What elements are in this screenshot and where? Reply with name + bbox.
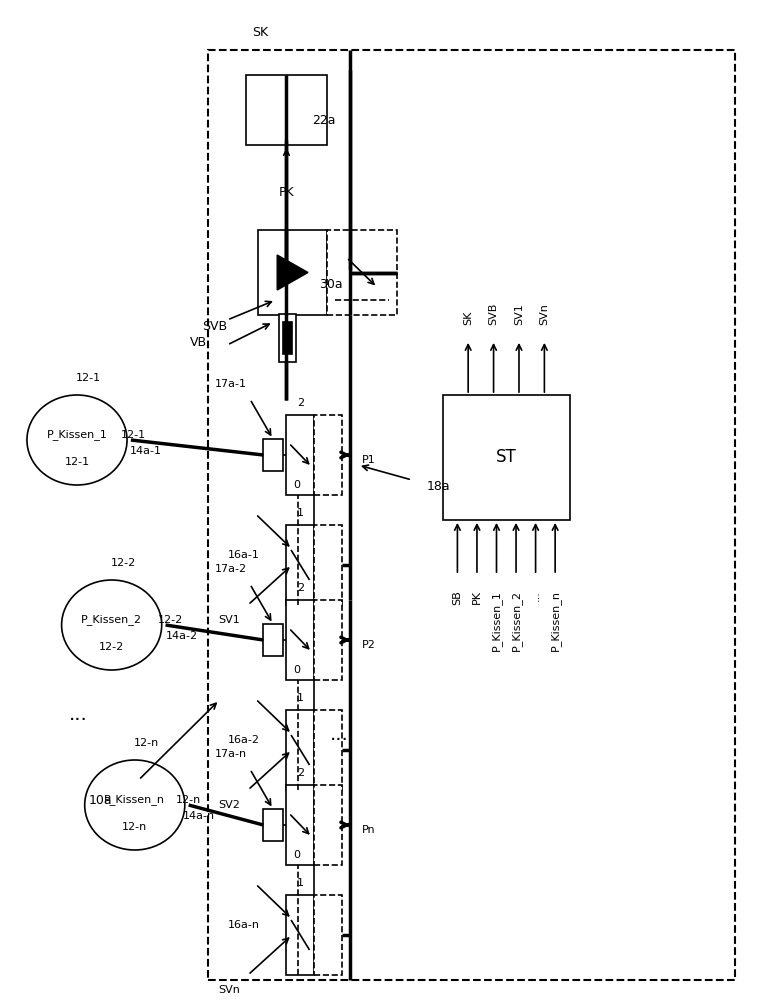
Bar (443, 395, 570, 520)
Text: 16a-1: 16a-1 (228, 550, 260, 560)
Text: 12-2: 12-2 (158, 615, 183, 625)
Text: SVB: SVB (489, 303, 498, 325)
Text: 0: 0 (285, 328, 293, 338)
Text: SK: SK (253, 25, 269, 38)
Bar (283, 322, 292, 354)
Bar (263, 624, 283, 656)
Text: SB: SB (453, 590, 463, 605)
Bar (286, 600, 314, 680)
Text: 2: 2 (296, 398, 304, 408)
Text: 16a-2: 16a-2 (228, 735, 260, 745)
Text: 12-1: 12-1 (65, 457, 89, 467)
Text: ...: ... (330, 726, 348, 744)
Bar (314, 525, 342, 605)
Text: SVB: SVB (203, 320, 228, 334)
Text: P1: P1 (362, 455, 376, 465)
Text: 14a-1: 14a-1 (129, 446, 162, 456)
Text: SV1: SV1 (218, 615, 239, 625)
Text: 12-n: 12-n (122, 822, 147, 832)
Text: 2: 2 (296, 583, 304, 593)
Polygon shape (277, 255, 308, 290)
Bar (314, 415, 342, 495)
Text: 1: 1 (296, 508, 304, 518)
Bar (258, 230, 327, 315)
Bar (286, 895, 314, 975)
Text: 12-n: 12-n (176, 795, 201, 805)
Bar (208, 50, 735, 980)
Text: 2: 2 (296, 768, 304, 778)
Ellipse shape (27, 395, 127, 485)
Bar (263, 439, 283, 471)
Text: 1: 1 (296, 693, 304, 703)
Bar (314, 895, 342, 975)
Text: 30a: 30a (320, 278, 343, 292)
Text: P_Kissen_n: P_Kissen_n (550, 590, 561, 651)
Text: Pn: Pn (362, 825, 376, 835)
Text: PK: PK (472, 590, 482, 604)
Text: 0: 0 (293, 665, 300, 675)
Text: 12-n: 12-n (134, 738, 159, 748)
Text: 17a-n: 17a-n (215, 749, 246, 759)
Text: P2: P2 (362, 640, 376, 650)
Text: 12-1: 12-1 (76, 373, 101, 383)
Text: SVn: SVn (218, 985, 239, 995)
Bar (263, 809, 283, 841)
Text: SV1: SV1 (514, 303, 524, 325)
Bar (286, 525, 314, 605)
Text: SV2: SV2 (218, 800, 239, 810)
Text: 10a: 10a (89, 794, 112, 806)
Text: ...: ... (531, 590, 541, 601)
Bar (279, 314, 296, 362)
Ellipse shape (62, 580, 162, 670)
Text: 0: 0 (293, 480, 300, 490)
Text: 16a-n: 16a-n (228, 920, 260, 930)
Text: 17a-2: 17a-2 (215, 564, 246, 574)
Bar (286, 710, 314, 790)
Text: P_Kissen_2: P_Kissen_2 (81, 615, 142, 625)
Text: 17a-1: 17a-1 (215, 379, 246, 389)
Text: VB: VB (190, 336, 207, 350)
Ellipse shape (85, 760, 185, 850)
Text: P_Kissen_1: P_Kissen_1 (491, 590, 502, 651)
Bar (314, 600, 342, 680)
Text: SK: SK (464, 311, 473, 325)
Text: 22a: 22a (312, 113, 335, 126)
Text: PK: PK (279, 186, 294, 198)
Bar (286, 785, 314, 865)
Text: 14a-2: 14a-2 (166, 631, 198, 641)
Text: 18a: 18a (427, 480, 450, 492)
Bar (314, 710, 342, 790)
Text: 1: 1 (296, 878, 304, 888)
Bar (246, 75, 327, 145)
Text: 14a-n: 14a-n (183, 811, 216, 821)
Text: ...: ... (69, 706, 88, 724)
Text: ST: ST (496, 448, 517, 466)
Text: 12-2: 12-2 (99, 642, 124, 652)
Text: SVn: SVn (540, 303, 549, 325)
Text: P_Kissen_1: P_Kissen_1 (46, 430, 108, 440)
Text: P_Kissen_2: P_Kissen_2 (511, 590, 521, 651)
Bar (327, 230, 397, 315)
Text: P_Kissen_n: P_Kissen_n (104, 795, 166, 805)
Text: 12-2: 12-2 (111, 558, 136, 568)
Bar (286, 415, 314, 495)
Text: 0: 0 (293, 850, 300, 860)
Bar (314, 785, 342, 865)
Text: 12-1: 12-1 (121, 430, 146, 440)
